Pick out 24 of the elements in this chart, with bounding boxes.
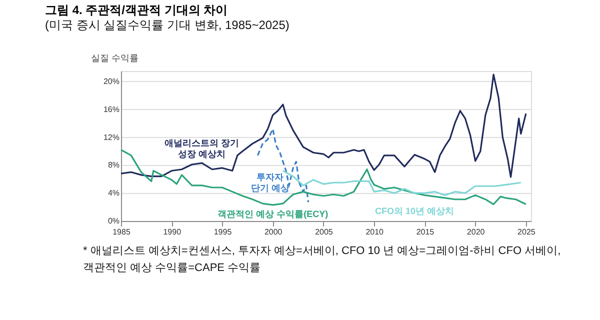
y-tick-label: 8%: [108, 160, 120, 170]
series-label: 객관적인 예상 수익률(ECY): [218, 208, 328, 219]
x-tick-label: 2005: [315, 228, 334, 236]
x-tick-label: 2000: [264, 228, 283, 236]
x-tick-label: 1995: [214, 228, 232, 236]
x-tick-label: 2015: [416, 228, 435, 236]
series-label: 투자자 단기 예상: [250, 172, 290, 193]
chart-title: 그림 4. 주관적/객관적 기대의 차이: [45, 3, 228, 17]
series-label: 애널리스트의 장기 성장 예상치: [164, 138, 240, 160]
text: * 애널리스트 예상치=컨센서스, 투자자 예상=서베이, CFO 10 년 예상=그레이엄-하비 CFO 서베이, 객관적인 예상 수익률=CAPE 수익률: [83, 245, 561, 274]
x-tick-label: 2025: [518, 228, 536, 236]
y-tick-label: 16%: [103, 104, 120, 114]
series-label: CFO의 10년 예상치: [374, 206, 454, 216]
x-tick-label: 1990: [163, 228, 182, 236]
y-tick-label: 4%: [108, 188, 120, 198]
x-tick-label: 1985: [112, 228, 131, 236]
y-tick-label: 12%: [103, 132, 120, 142]
x-tick-label: 2010: [366, 228, 384, 236]
y-axis-title: 실질 수익률: [91, 53, 139, 63]
x-tick-label: 2020: [466, 228, 486, 236]
line-series: [120, 149, 527, 206]
y-tick-label: 20%: [103, 76, 120, 86]
chart-subtitle: (미국 증시 실질수익률 기대 변화, 1985~2025): [45, 18, 290, 32]
y-tick-label: 0%: [108, 216, 120, 226]
